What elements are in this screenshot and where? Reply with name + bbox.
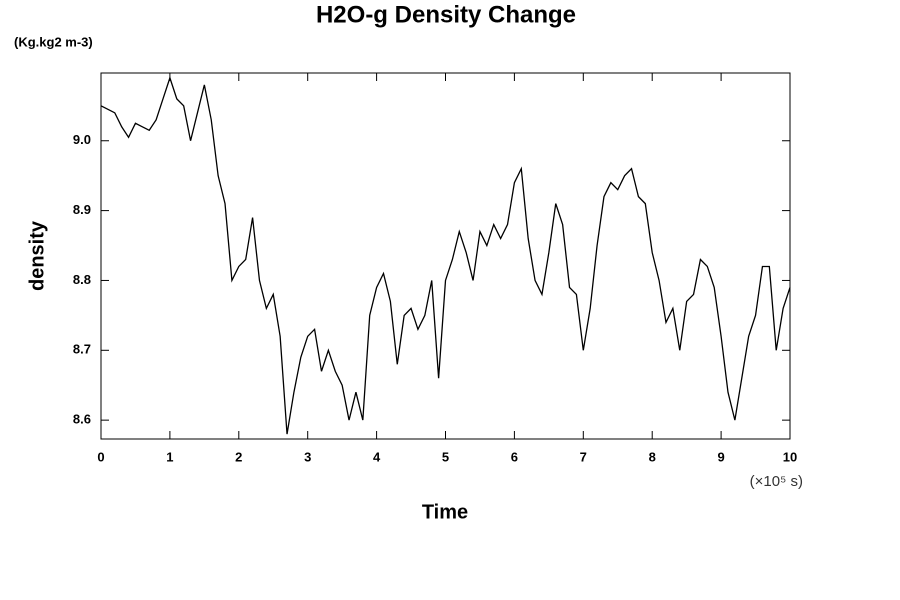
- x-unit: (×10⁵ s): [750, 473, 803, 490]
- x-tick-label: 0: [97, 449, 104, 464]
- x-tick-label: 2: [235, 449, 242, 464]
- y-tick-label: 8.7: [73, 342, 91, 357]
- y-tick-label: 8.9: [73, 202, 91, 217]
- y-tick-label: 9.0: [73, 132, 91, 147]
- plot-frame: [100, 72, 791, 440]
- x-tick-label: 7: [580, 449, 587, 464]
- y-axis-label: density: [26, 220, 48, 291]
- x-tick-label: 1: [166, 449, 173, 464]
- x-tick-label: 4: [373, 449, 381, 464]
- x-tick-label: 6: [511, 449, 518, 464]
- x-tick-label: 3: [304, 449, 311, 464]
- y-tick-label: 8.8: [73, 272, 91, 287]
- y-unit: (Kg.kg2 m-3): [14, 34, 93, 49]
- chart-title: H2O-g Density Change: [316, 1, 576, 28]
- x-tick-label: 8: [649, 449, 656, 464]
- data-line: [100, 75, 791, 435]
- x-axis-label: Time: [422, 501, 468, 523]
- x-tick-label: 5: [442, 449, 449, 464]
- y-tick-label: 8.6: [73, 412, 91, 427]
- x-tick-label: 9: [717, 449, 724, 464]
- x-tick-label: 10: [783, 449, 797, 464]
